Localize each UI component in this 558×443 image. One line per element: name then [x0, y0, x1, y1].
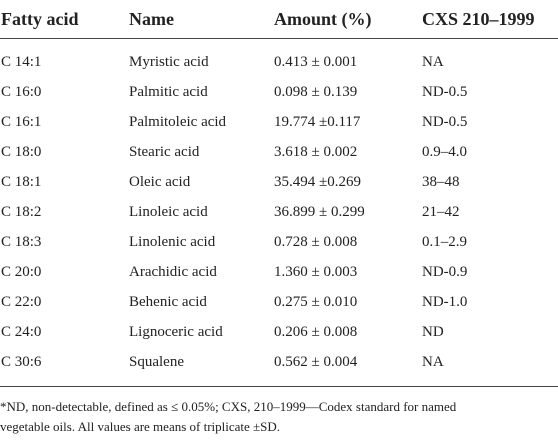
cell-amount: 0.562 ± 0.004	[274, 353, 358, 370]
cell-cxs-standard: ND-0.5	[422, 83, 468, 100]
table-row: C 16:0 Palmitic acid 0.098 ± 0.139 ND-0.5	[0, 77, 558, 107]
table-row: C 22:0 Behenic acid 0.275 ± 0.010 ND-1.0	[0, 287, 558, 317]
cell-amount: 36.899 ± 0.299	[274, 203, 365, 220]
cell-name: Squalene	[129, 353, 184, 370]
cell-name: Myristic acid	[129, 53, 209, 70]
cell-name: Palmitic acid	[129, 83, 208, 100]
table-row: C 18:1 Oleic acid 35.494 ±0.269 38–48	[0, 167, 558, 197]
header-cxs-standard: CXS 210–1999	[421, 0, 558, 39]
cell-fatty-acid: C 24:0	[1, 323, 42, 340]
cell-cxs-standard: ND-0.9	[422, 263, 468, 280]
table-header: Fatty acid Name Amount (%) CXS 210–1999	[0, 0, 558, 39]
cell-fatty-acid: C 14:1	[1, 53, 42, 70]
footnote-line-1: *ND, non-detectable, defined as ≤ 0.05%;…	[0, 399, 457, 414]
cell-amount: 0.206 ± 0.008	[274, 323, 358, 340]
cell-cxs-standard: NA	[422, 53, 444, 70]
cell-fatty-acid: C 20:0	[1, 263, 42, 280]
cell-fatty-acid: C 18:3	[1, 233, 42, 250]
cell-name: Behenic acid	[129, 293, 207, 310]
cell-name: Lignoceric acid	[129, 323, 223, 340]
cell-fatty-acid: C 18:1	[1, 173, 42, 190]
header-fatty-acid: Fatty acid	[0, 0, 128, 39]
cell-cxs-standard: 0.9–4.0	[422, 143, 467, 160]
cell-fatty-acid: C 30:6	[1, 353, 42, 370]
cell-fatty-acid: C 18:2	[1, 203, 42, 220]
header-row: Fatty acid Name Amount (%) CXS 210–1999	[0, 0, 558, 39]
cell-fatty-acid: C 16:0	[1, 83, 42, 100]
cell-cxs-standard: ND-0.5	[422, 113, 468, 130]
cell-amount: 0.275 ± 0.010	[274, 293, 358, 310]
cell-amount: 0.098 ± 0.139	[274, 83, 358, 100]
table-row: C 20:0 Arachidic acid 1.360 ± 0.003 ND-0.9	[0, 257, 558, 287]
table-row: C 18:0 Stearic acid 3.618 ± 0.002 0.9–4.0	[0, 137, 558, 167]
cell-cxs-standard: 0.1–2.9	[422, 233, 467, 250]
table-row: C 14:1 Myristic acid 0.413 ± 0.001 NA	[0, 39, 558, 78]
table-row: C 18:3 Linolenic acid 0.728 ± 0.008 0.1–2.9	[0, 227, 558, 257]
header-name: Name	[128, 0, 273, 39]
table-row: C 30:6 Squalene 0.562 ± 0.004 NA	[0, 347, 558, 383]
cell-name: Oleic acid	[129, 173, 191, 190]
cell-cxs-standard: ND-1.0	[422, 293, 468, 310]
table-body: C 14:1 Myristic acid 0.413 ± 0.001 NA C 16:0…	[0, 39, 558, 384]
header-amount: Amount (%)	[273, 0, 421, 39]
cell-name: Arachidic acid	[129, 263, 217, 280]
table-footnote: *ND, non-detectable, defined as ≤ 0.05%;…	[0, 397, 556, 437]
cell-name: Palmitoleic acid	[129, 113, 227, 130]
cell-amount: 0.728 ± 0.008	[274, 233, 358, 250]
table-bottom-rule	[0, 386, 558, 387]
cell-cxs-standard: NA	[422, 353, 444, 370]
fatty-acid-table: Fatty acid Name Amount (%) CXS 210–1999 …	[0, 0, 558, 384]
cell-amount: 3.618 ± 0.002	[274, 143, 358, 160]
cell-amount: 1.360 ± 0.003	[274, 263, 358, 280]
cell-fatty-acid: C 18:0	[1, 143, 42, 160]
table-row: C 18:2 Linoleic acid 36.899 ± 0.299 21–42	[0, 197, 558, 227]
table-row: C 24:0 Lignoceric acid 0.206 ± 0.008 ND	[0, 317, 558, 347]
cell-fatty-acid: C 16:1	[1, 113, 42, 130]
cell-amount: 35.494 ±0.269	[274, 173, 361, 190]
cell-name: Linoleic acid	[129, 203, 208, 220]
fatty-acid-table-container: Fatty acid Name Amount (%) CXS 210–1999 …	[0, 0, 558, 384]
cell-fatty-acid: C 22:0	[1, 293, 42, 310]
cell-name: Linolenic acid	[129, 233, 216, 250]
footnote-line-2: vegetable oils. All values are means of …	[0, 419, 281, 434]
cell-amount: 19.774 ±0.117	[274, 113, 361, 130]
cell-amount: 0.413 ± 0.001	[274, 53, 358, 70]
cell-cxs-standard: 21–42	[422, 203, 460, 220]
cell-name: Stearic acid	[129, 143, 200, 160]
table-row: C 16:1 Palmitoleic acid 19.774 ±0.117 ND-0.…	[0, 107, 558, 137]
cell-cxs-standard: 38–48	[422, 173, 460, 190]
cell-cxs-standard: ND	[422, 323, 444, 340]
